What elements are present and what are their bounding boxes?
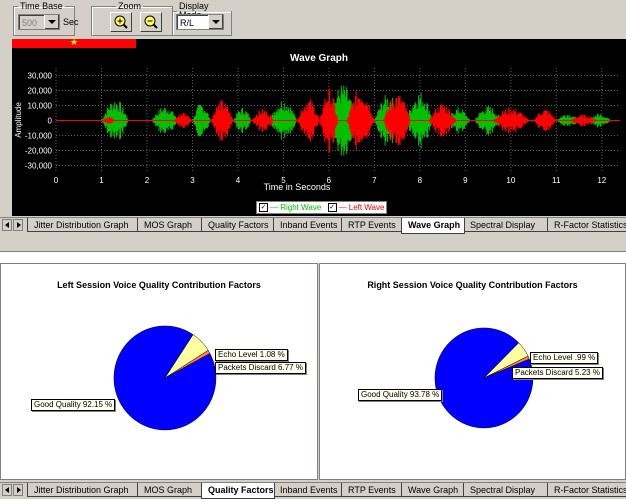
wave-legend: ✓ — Right Wave ✓ — Left Wave (256, 201, 388, 214)
tab-inband-events[interactable]: Inband Events (273, 218, 343, 232)
zoom-in-button[interactable] (110, 12, 132, 32)
wave-x-tick-label: 8 (418, 176, 423, 185)
wave-y-tick-label: 10,000 (28, 102, 53, 111)
left-echo-label: Echo Level 1.08 % (215, 349, 288, 361)
wave-x-tick-label: 2 (145, 176, 150, 185)
zoom-in-icon (114, 15, 128, 29)
tab-scroll-right-button[interactable] (13, 219, 23, 231)
right-good-label: Good Quality 93.78 % (358, 389, 443, 401)
tab-jitter-distribution-graph[interactable]: Jitter Distribution Graph (27, 483, 139, 497)
wave-y-tick-label: -20,000 (25, 147, 53, 156)
tab-rtp-events[interactable]: RTP Events (341, 483, 403, 497)
wave-x-tick-label: 0 (54, 176, 59, 185)
toolbar: Time Base 500 Sec Zoom Display Mode R/L (0, 0, 626, 38)
display-mode-select[interactable]: R/L (176, 14, 224, 30)
left-wave-checkbox[interactable]: ✓ (327, 203, 337, 212)
splitter[interactable] (0, 251, 626, 264)
tab-scroll-left-button[interactable] (2, 484, 12, 496)
position-indicator[interactable] (12, 39, 136, 48)
wave-x-tick-label: 11 (552, 176, 561, 185)
right-echo-label: Echo Level .99 % (530, 352, 599, 364)
left-pie-chart (113, 325, 217, 431)
left-wave-legend-label: — Left Wave (338, 203, 385, 212)
left-quality-panel: Left Session Voice Quality Contribution … (0, 263, 318, 480)
left-packets-label: Packets Discard 6.77 % (215, 362, 306, 374)
right-quality-panel: Right Session Voice Quality Contribution… (319, 263, 626, 480)
right-pie-title: Right Session Voice Quality Contribution… (367, 280, 578, 290)
tab-scroll-left-button[interactable] (2, 219, 12, 231)
zoom-out-button[interactable] (140, 12, 162, 32)
wave-x-tick-label: 4 (236, 176, 241, 185)
tab-spectral-display[interactable]: Spectral Display (463, 483, 549, 497)
wave-x-tick-label: 3 (190, 176, 195, 185)
time-base-unit: Sec (63, 17, 79, 27)
time-base-value: 500 (22, 18, 38, 28)
right-packets-label: Packets Discard 5.23 % (512, 367, 603, 379)
display-mode-value: R/L (180, 18, 195, 28)
chevron-down-icon (208, 15, 223, 29)
time-base-legend: Time Base (20, 1, 63, 11)
pie-slice-echo-level (164, 349, 211, 379)
tab-inband-events[interactable]: Inband Events (273, 483, 343, 497)
tab-jitter-distribution-graph[interactable]: Jitter Distribution Graph (27, 218, 139, 232)
wave-x-tick-label: 9 (463, 176, 468, 185)
tab-mos-graph[interactable]: MOS Graph (137, 218, 203, 232)
tab-wave-graph[interactable]: Wave Graph (401, 483, 465, 497)
left-pie-title: Left Session Voice Quality Contribution … (57, 280, 261, 290)
wave-x-tick-label: 6 (327, 176, 332, 185)
chevron-down-icon (44, 15, 59, 29)
wave-y-tick-label: 30,000 (28, 72, 53, 81)
wave-x-tick-label: 5 (281, 176, 286, 185)
wave-x-axis-label: Time in Seconds (264, 182, 331, 192)
tab-scroll-right-button[interactable] (13, 484, 23, 496)
right-wave-legend-label: — Right Wave (270, 203, 322, 212)
tab-quality-factors[interactable]: Quality Factors (201, 483, 275, 499)
tab-quality-factors[interactable]: Quality Factors (201, 218, 275, 232)
wave-graph-title: Wave Graph (290, 53, 348, 64)
right-wave-checkbox[interactable]: ✓ (259, 203, 268, 212)
wave-x-tick-label: 7 (372, 176, 377, 185)
position-marker-icon: ★ (70, 37, 79, 47)
time-base-group: Time Base (13, 2, 75, 36)
middle-area (0, 234, 626, 251)
tab-wave-graph[interactable]: Wave Graph (401, 218, 465, 234)
bottom-tab-strip: Jitter Distribution Graph MOS Graph Qualit… (0, 482, 626, 499)
tab-spectral-display[interactable]: Spectral Display (463, 218, 549, 232)
wave-x-tick-label: 10 (506, 176, 515, 185)
left-good-label: Good Quality 92.15 % (31, 399, 116, 411)
right-pie-chart (434, 327, 534, 429)
time-base-select[interactable]: 500 (18, 14, 60, 30)
wave-y-tick-label: -30,000 (25, 162, 53, 171)
wave-y-tick-label: 20,000 (28, 87, 53, 96)
wave-y-tick-label: -10,000 (25, 132, 53, 141)
wave-x-tick-label: 1 (99, 176, 104, 185)
position-bar[interactable]: ★ (12, 37, 626, 48)
wave-y-tick-label: 0 (48, 117, 53, 126)
wave-y-axis-label: Amplitude (14, 102, 23, 138)
top-tab-strip: Jitter Distribution Graph MOS Graph Qualit… (0, 217, 626, 234)
pie-slice-echo-level (483, 355, 530, 379)
tab-rtp-events[interactable]: RTP Events (341, 218, 403, 232)
zoom-out-icon (144, 15, 158, 29)
tab-mos-graph[interactable]: MOS Graph (137, 483, 203, 497)
tab-r-factor-statistics[interactable]: R-Factor Statistics (547, 483, 626, 497)
zoom-legend: Zoom (118, 1, 142, 11)
tab-r-factor-statistics[interactable]: R-Factor Statistics (547, 218, 626, 232)
wave-x-tick-label: 12 (597, 176, 606, 185)
